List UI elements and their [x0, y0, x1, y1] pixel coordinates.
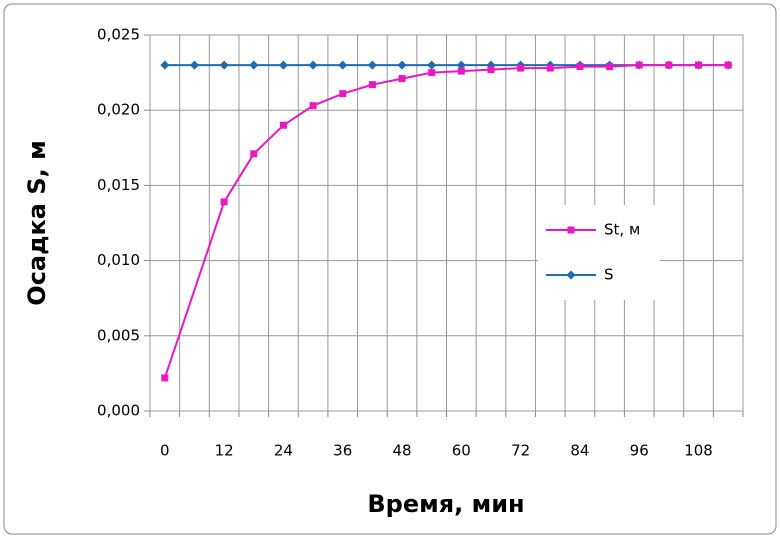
y-tick-label: 0,000 [97, 402, 140, 420]
x-tick-label: 84 [570, 442, 589, 460]
marker [160, 60, 170, 70]
x-tick-label: 12 [215, 442, 234, 460]
x-axis-title: Время, мин [367, 490, 524, 518]
legend-label: S [604, 266, 614, 284]
x-tick-label: 24 [274, 442, 293, 460]
legend-marker [567, 226, 575, 234]
marker [665, 61, 673, 69]
marker [339, 90, 347, 98]
marker [397, 60, 407, 70]
marker [427, 60, 437, 70]
marker [189, 60, 199, 70]
marker [278, 60, 288, 70]
marker [724, 61, 732, 69]
x-tick-label: 96 [630, 442, 649, 460]
marker [309, 102, 317, 110]
y-tick-label: 0,020 [97, 101, 140, 119]
y-tick-label: 0,015 [97, 176, 140, 194]
x-tick-label: 48 [392, 442, 411, 460]
marker [576, 63, 584, 71]
marker [338, 60, 348, 70]
x-tick-label: 0 [160, 442, 170, 460]
marker [220, 198, 228, 206]
y-tick-label: 0,025 [97, 26, 140, 44]
x-tick-label: 60 [452, 442, 471, 460]
marker [517, 64, 525, 72]
marker [398, 75, 406, 83]
marker [367, 60, 377, 70]
marker [161, 374, 169, 382]
marker [456, 60, 466, 70]
x-tick-label: 72 [511, 442, 530, 460]
marker [279, 121, 287, 129]
marker [695, 61, 703, 69]
marker [308, 60, 318, 70]
marker [219, 60, 229, 70]
y-axis-title: Осадка S, м [23, 140, 51, 305]
x-tick-label: 36 [333, 442, 352, 460]
y-tick-label: 0,005 [97, 326, 140, 344]
legend-box [538, 205, 660, 300]
marker [368, 81, 376, 89]
marker [546, 64, 554, 72]
marker [487, 66, 495, 74]
legend-label: St, м [604, 221, 640, 239]
marker [249, 60, 259, 70]
marker [428, 69, 436, 77]
marker [250, 150, 258, 158]
marker [606, 63, 614, 71]
legend-marker [566, 270, 576, 280]
y-tick-label: 0,010 [97, 251, 140, 269]
marker [635, 61, 643, 69]
marker [457, 67, 465, 75]
x-tick-label: 108 [684, 442, 713, 460]
